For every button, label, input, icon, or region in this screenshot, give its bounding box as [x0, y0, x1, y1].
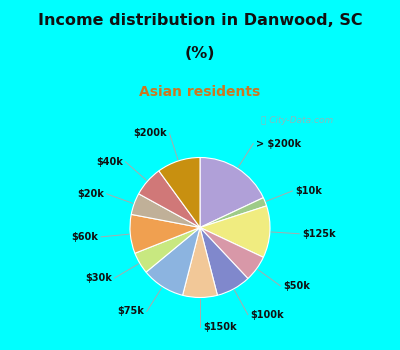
Text: > $200k: > $200k — [256, 139, 301, 148]
Text: $10k: $10k — [295, 186, 322, 196]
Text: $75k: $75k — [117, 307, 144, 316]
Text: $40k: $40k — [96, 157, 123, 167]
Wedge shape — [139, 171, 200, 228]
Text: $150k: $150k — [203, 322, 236, 332]
Text: $100k: $100k — [251, 310, 284, 320]
Wedge shape — [130, 215, 200, 253]
Wedge shape — [200, 228, 263, 279]
Text: $30k: $30k — [85, 273, 112, 283]
Text: Income distribution in Danwood, SC: Income distribution in Danwood, SC — [38, 13, 362, 28]
Text: Asian residents: Asian residents — [139, 85, 261, 99]
Wedge shape — [182, 228, 218, 298]
Text: ⓘ City-Data.com: ⓘ City-Data.com — [261, 116, 333, 125]
Wedge shape — [135, 228, 200, 272]
Wedge shape — [200, 228, 248, 295]
Text: $20k: $20k — [77, 189, 104, 199]
Text: $200k: $200k — [133, 128, 166, 138]
Wedge shape — [131, 194, 200, 228]
Text: $60k: $60k — [71, 232, 98, 242]
Wedge shape — [200, 206, 270, 257]
Wedge shape — [200, 158, 263, 228]
Text: $125k: $125k — [302, 229, 336, 239]
Wedge shape — [159, 158, 200, 228]
Wedge shape — [146, 228, 200, 295]
Text: (%): (%) — [185, 46, 215, 61]
Wedge shape — [200, 198, 266, 228]
Text: $50k: $50k — [283, 281, 310, 291]
